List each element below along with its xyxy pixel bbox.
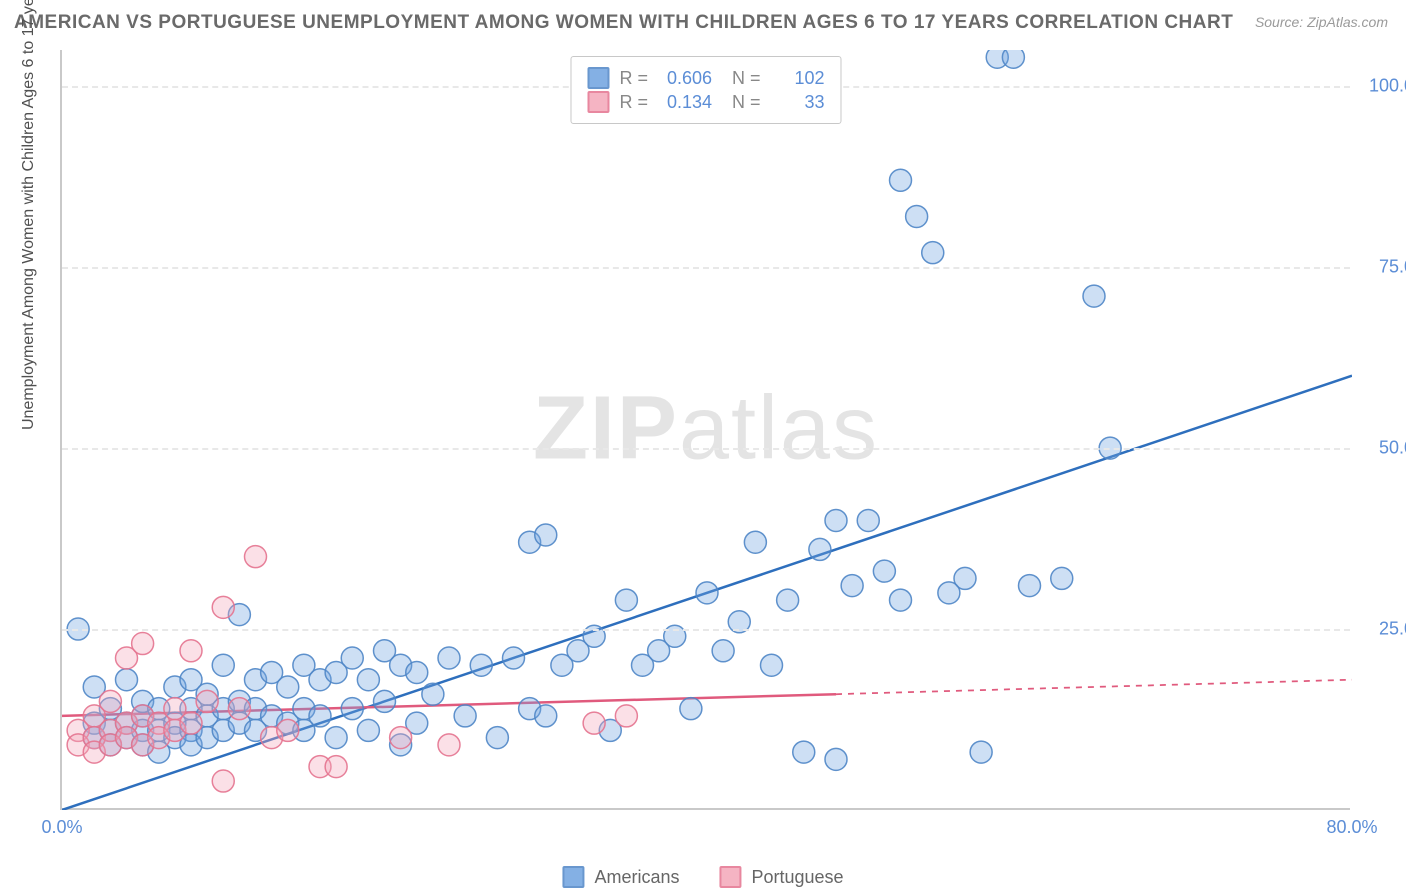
swatch-americans bbox=[587, 67, 609, 89]
r-value-americans: 0.606 bbox=[658, 68, 712, 89]
correlation-legend: R = 0.606 N = 102 R = 0.134 N = 33 bbox=[570, 56, 841, 124]
r-label: R = bbox=[619, 92, 648, 113]
swatch-americans-bottom bbox=[562, 866, 584, 888]
r-label: R = bbox=[619, 68, 648, 89]
scatter-svg bbox=[62, 50, 1352, 810]
legend-row-americans: R = 0.606 N = 102 bbox=[587, 67, 824, 89]
n-value-portuguese: 33 bbox=[771, 92, 825, 113]
y-tick-label: 100.0% bbox=[1360, 76, 1406, 97]
r-value-portuguese: 0.134 bbox=[658, 92, 712, 113]
legend-label-americans: Americans bbox=[594, 867, 679, 888]
n-value-americans: 102 bbox=[771, 68, 825, 89]
legend-item-portuguese: Portuguese bbox=[719, 866, 843, 888]
source-attribution: Source: ZipAtlas.com bbox=[1255, 14, 1388, 30]
series-legend: Americans Portuguese bbox=[562, 866, 843, 888]
chart-title: AMERICAN VS PORTUGUESE UNEMPLOYMENT AMON… bbox=[14, 12, 1233, 34]
gridline bbox=[62, 267, 1350, 269]
n-label: N = bbox=[732, 92, 761, 113]
x-tick-label: 0.0% bbox=[41, 817, 82, 838]
gridline bbox=[62, 629, 1350, 631]
y-tick-label: 75.0% bbox=[1360, 257, 1406, 278]
gridline bbox=[62, 448, 1350, 450]
y-tick-label: 50.0% bbox=[1360, 438, 1406, 459]
y-axis-label: Unemployment Among Women with Children A… bbox=[20, 0, 38, 430]
x-tick-label: 80.0% bbox=[1326, 817, 1377, 838]
y-tick-label: 25.0% bbox=[1360, 619, 1406, 640]
chart-plot-area: ZIPatlas R = 0.606 N = 102 R = 0.134 N =… bbox=[60, 50, 1350, 810]
legend-row-portuguese: R = 0.134 N = 33 bbox=[587, 91, 824, 113]
swatch-portuguese bbox=[587, 91, 609, 113]
swatch-portuguese-bottom bbox=[719, 866, 741, 888]
legend-label-portuguese: Portuguese bbox=[751, 867, 843, 888]
legend-item-americans: Americans bbox=[562, 866, 679, 888]
n-label: N = bbox=[732, 68, 761, 89]
